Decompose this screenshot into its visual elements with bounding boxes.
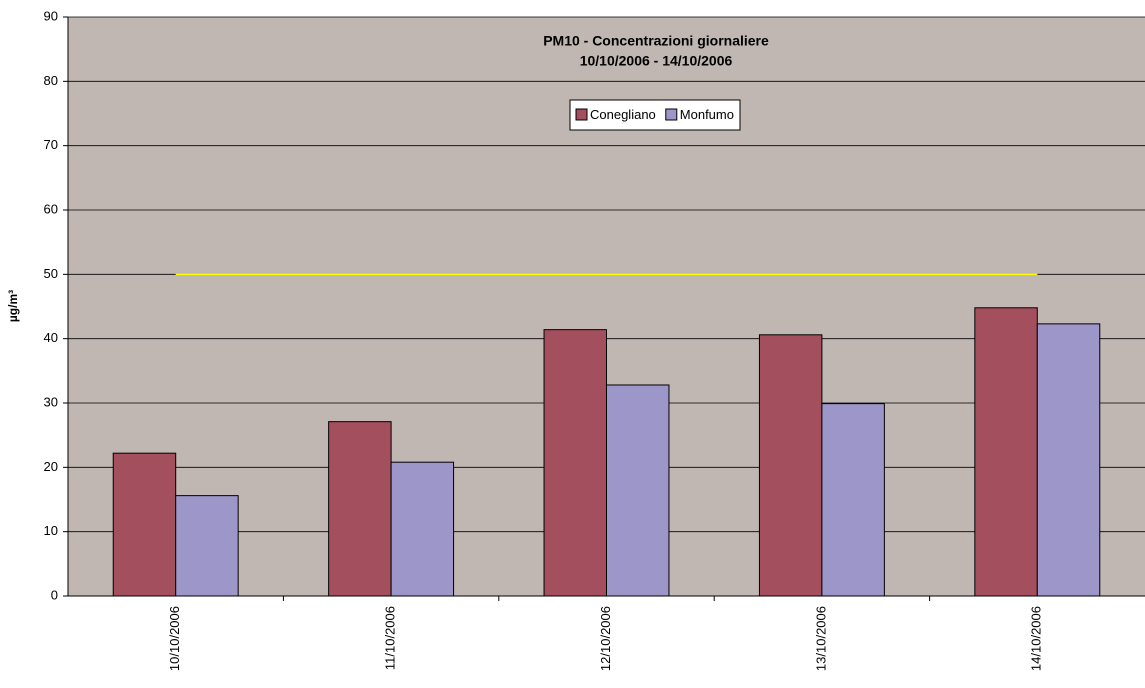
y-tick-label: 50 [44, 266, 58, 281]
y-tick-label: 0 [51, 587, 58, 602]
y-tick-label: 90 [44, 8, 58, 23]
bar [974, 307, 1038, 597]
bar [543, 329, 607, 597]
legend-swatch [665, 108, 678, 121]
bar [328, 421, 392, 597]
legend-swatch [575, 108, 588, 121]
x-tick-label: 14/10/2006 [1029, 606, 1044, 671]
y-tick-label: 40 [44, 330, 58, 345]
y-tick-label: 70 [44, 137, 58, 152]
x-tick-label: 12/10/2006 [598, 606, 613, 671]
legend-label: Monfumo [680, 107, 734, 122]
bar [821, 403, 885, 597]
y-tick-label: 20 [44, 459, 58, 474]
legend-box [569, 99, 741, 131]
y-tick-label: 10 [44, 523, 58, 538]
legend-label: Conegliano [590, 107, 656, 122]
bar [758, 334, 823, 597]
bar [390, 461, 455, 597]
y-axis-label: µg/m³ [6, 290, 20, 322]
y-tick-label: 80 [44, 73, 58, 88]
chart-title: PM10 - Concentrazioni giornaliere [543, 33, 769, 49]
legend: Conegliano Monfumo [569, 99, 741, 131]
x-tick-label: 10/10/2006 [167, 606, 182, 671]
bar [175, 495, 239, 597]
x-tick-label: 11/10/2006 [383, 606, 398, 670]
bar [1036, 323, 1101, 597]
x-tick-label: 13/10/2006 [813, 606, 828, 671]
bar [606, 384, 670, 597]
bar [112, 452, 177, 597]
chart-subtitle: 10/10/2006 - 14/10/2006 [580, 53, 733, 69]
y-tick-label: 60 [44, 201, 58, 216]
y-tick-label: 30 [44, 394, 58, 409]
